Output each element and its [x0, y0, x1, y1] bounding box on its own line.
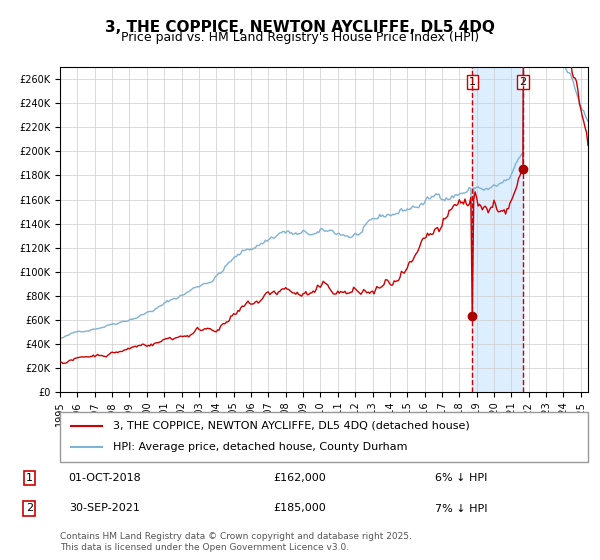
Text: 7% ↓ HPI: 7% ↓ HPI — [435, 503, 488, 514]
Text: £185,000: £185,000 — [274, 503, 326, 514]
Text: Contains HM Land Registry data © Crown copyright and database right 2025.
This d: Contains HM Land Registry data © Crown c… — [60, 532, 412, 552]
Text: 3, THE COPPICE, NEWTON AYCLIFFE, DL5 4DQ (detached house): 3, THE COPPICE, NEWTON AYCLIFFE, DL5 4DQ… — [113, 421, 470, 431]
Text: HPI: Average price, detached house, County Durham: HPI: Average price, detached house, Coun… — [113, 442, 407, 452]
Text: £162,000: £162,000 — [274, 473, 326, 483]
Text: 2: 2 — [26, 503, 33, 514]
Text: 1: 1 — [26, 473, 33, 483]
Text: 30-SEP-2021: 30-SEP-2021 — [69, 503, 140, 514]
Text: 3, THE COPPICE, NEWTON AYCLIFFE, DL5 4DQ: 3, THE COPPICE, NEWTON AYCLIFFE, DL5 4DQ — [105, 20, 495, 35]
Text: 01-OCT-2018: 01-OCT-2018 — [68, 473, 140, 483]
Text: 6% ↓ HPI: 6% ↓ HPI — [435, 473, 487, 483]
Text: Price paid vs. HM Land Registry's House Price Index (HPI): Price paid vs. HM Land Registry's House … — [121, 31, 479, 44]
Text: 1: 1 — [469, 77, 476, 87]
FancyBboxPatch shape — [60, 412, 588, 462]
Bar — [472, 67, 523, 392]
Text: 2: 2 — [520, 77, 526, 87]
